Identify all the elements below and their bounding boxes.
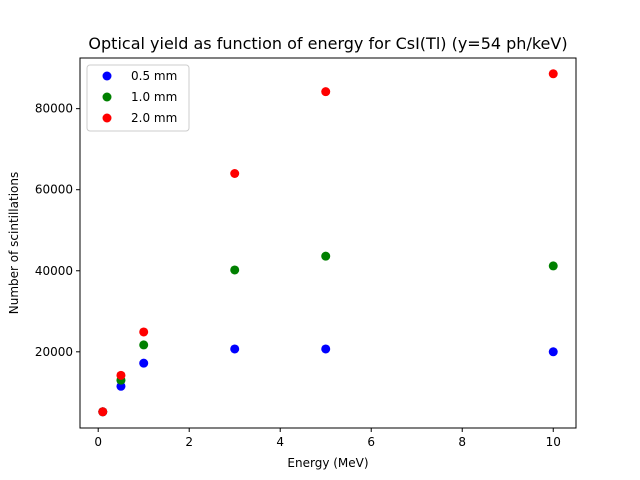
data-point <box>230 344 240 354</box>
data-point <box>230 265 240 275</box>
data-point <box>139 358 149 368</box>
legend-box <box>86 64 190 132</box>
legend-marker <box>102 71 112 81</box>
data-point <box>230 168 240 178</box>
chart-title: Optical yield as function of energy for … <box>88 34 567 53</box>
legend: 0.5 mm 1.0 mm 2.0 mm <box>86 64 190 132</box>
data-point <box>321 251 331 261</box>
y-tick-label: 80000 <box>35 102 73 116</box>
data-point <box>116 370 126 380</box>
y-tick-label: 60000 <box>35 183 73 197</box>
x-tick-label: 10 <box>546 435 561 449</box>
data-point <box>98 407 108 417</box>
legend-label: 2.0 mm <box>131 111 177 125</box>
data-point <box>139 327 149 337</box>
y-tick-label: 40000 <box>35 264 73 278</box>
plot-frame <box>79 57 577 429</box>
x-tick-label: 4 <box>276 435 284 449</box>
data-point <box>139 340 149 350</box>
legend-label: 0.5 mm <box>131 69 177 83</box>
x-tick-label: 6 <box>367 435 375 449</box>
x-axis-label: Energy (MeV) <box>287 456 368 470</box>
plot-area <box>98 69 558 417</box>
legend-marker <box>102 92 112 102</box>
data-point <box>321 87 331 97</box>
data-point <box>548 69 558 79</box>
x-tick-label: 8 <box>458 435 466 449</box>
y-axis-label: Number of scintillations <box>7 172 21 315</box>
data-point <box>548 347 558 357</box>
legend-marker <box>102 113 112 123</box>
x-tick-label: 2 <box>185 435 193 449</box>
y-tick-label: 20000 <box>35 345 73 359</box>
data-point <box>321 344 331 354</box>
legend-label: 1.0 mm <box>131 90 177 104</box>
data-point <box>548 261 558 271</box>
x-tick-label: 0 <box>94 435 102 449</box>
